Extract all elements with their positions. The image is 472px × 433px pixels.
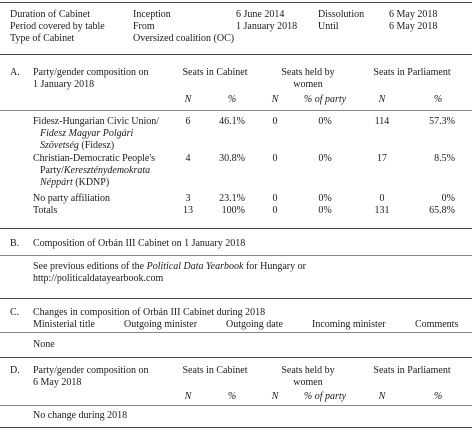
sub-p-pct: % <box>433 94 443 105</box>
duration-label: Duration of Cabinet <box>10 9 90 20</box>
section-a-letter: A. <box>10 67 20 78</box>
section-d-header-rule <box>0 405 472 406</box>
section-b-title: Composition of Orbán III Cabinet on 1 Ja… <box>33 238 246 249</box>
row-totals-label: Totals <box>33 205 58 216</box>
row-fidesz-p-n: 114 <box>374 116 390 127</box>
sub-cab-pct: % <box>227 94 237 105</box>
row-kdnp-p-pct: 8.5% <box>434 153 455 164</box>
col-parliament-header: Seats in Parliament <box>373 67 451 78</box>
section-b-header-rule <box>0 255 472 256</box>
row-noparty-label: No party affiliation <box>33 193 111 204</box>
section-b-letter: B. <box>10 238 20 249</box>
col-comments: Comments <box>415 319 459 330</box>
col-incoming-minister: Incoming minister <box>312 319 386 330</box>
d-sub-w-pct-party: % of party <box>303 391 347 402</box>
section-d-title-1: Party/gender composition on <box>33 365 149 376</box>
row-fidesz-line1: Fidesz-Hungarian Civic Union/ <box>33 116 160 127</box>
col-outgoing-date: Outgoing date <box>226 319 283 330</box>
row-totals-w-pct: 0% <box>318 205 332 216</box>
section-c-rule <box>0 298 472 299</box>
col-outgoing-minister: Outgoing minister <box>124 319 198 330</box>
d-sub-cab-pct: % <box>227 391 237 402</box>
section-b-rule <box>0 228 472 229</box>
section-a-title-2: 1 January 2018 <box>33 79 95 90</box>
row-totals-w-n: 0 <box>272 205 278 216</box>
dissolution-date: 6 May 2018 <box>389 9 438 20</box>
row-noparty-cab-n: 3 <box>185 193 191 204</box>
row-kdnp-cab-n: 4 <box>185 153 191 164</box>
from-date: 1 January 2018 <box>236 21 298 32</box>
d-sub-p-n: N <box>378 391 386 402</box>
d-col-women-header-1: Seats held by <box>281 365 335 376</box>
col-ministerial-title: Ministerial title <box>33 319 95 330</box>
d-sub-w-n: N <box>271 391 279 402</box>
dissolution-label: Dissolution <box>318 9 365 20</box>
d-sub-p-pct: % <box>433 391 443 402</box>
row-totals-p-pct: 65.8% <box>429 205 455 216</box>
row-totals-cab-pct: 100% <box>221 205 245 216</box>
section-c-title: Changes in composition of Orbán III Cabi… <box>33 307 266 318</box>
d-col-parliament-header: Seats in Parliament <box>373 365 451 376</box>
col-women-header-1: Seats held by <box>281 67 335 78</box>
section-a-title-1: Party/gender composition on <box>33 67 149 78</box>
sub-w-n: N <box>271 94 279 105</box>
section-d-value: No change during 2018 <box>33 410 128 421</box>
type-label: Type of Cabinet <box>10 33 75 44</box>
period-label: Period covered by table <box>10 21 105 32</box>
row-noparty-w-pct: 0% <box>318 193 332 204</box>
section-a-rule <box>0 54 472 55</box>
sub-cab-n: N <box>184 94 192 105</box>
section-b-url: http://politicaldatayearbook.com <box>33 273 164 284</box>
row-fidesz-p-pct: 57.3% <box>429 116 455 127</box>
d-col-cabinet-header: Seats in Cabinet <box>182 365 248 376</box>
row-fidesz-w-pct: 0% <box>318 116 332 127</box>
inception-label: Inception <box>133 9 171 20</box>
section-c-letter: C. <box>10 307 20 318</box>
row-kdnp-w-pct: 0% <box>318 153 332 164</box>
section-d-title-2: 6 May 2018 <box>33 377 82 388</box>
row-fidesz-line3: Szövetség (Fidesz) <box>40 140 115 151</box>
col-cabinet-header: Seats in Cabinet <box>182 67 248 78</box>
from-label: From <box>133 21 155 32</box>
row-kdnp-p-n: 17 <box>377 153 387 164</box>
until-date: 6 May 2018 <box>389 21 438 32</box>
top-rule <box>0 2 472 3</box>
row-fidesz-cab-pct: 46.1% <box>219 116 245 127</box>
row-kdnp-w-n: 0 <box>272 153 278 164</box>
inception-date: 6 June 2014 <box>236 9 285 20</box>
row-noparty-w-n: 0 <box>272 193 278 204</box>
row-kdnp-line3: Néppárt (KDNP) <box>40 177 110 188</box>
section-b-text: See previous editions of the Political D… <box>33 261 306 272</box>
row-kdnp-line2: Party/Kereszténydemokrata <box>40 165 151 176</box>
sub-p-n: N <box>378 94 386 105</box>
section-d-letter: D. <box>10 365 20 376</box>
row-fidesz-line2: Fidesz Magyar Polgári <box>40 128 134 139</box>
row-totals-cab-n: 13 <box>183 205 193 216</box>
type-value: Oversized coalition (OC) <box>133 33 235 44</box>
row-kdnp-cab-pct: 30.8% <box>219 153 245 164</box>
d-col-women-header-2: women <box>293 377 323 388</box>
row-totals-p-n: 131 <box>374 205 390 216</box>
row-noparty-cab-pct: 23.1% <box>219 193 245 204</box>
row-fidesz-cab-n: 6 <box>185 116 191 127</box>
until-label: Until <box>318 21 339 32</box>
section-a-header-rule <box>0 110 472 111</box>
section-c-header-rule <box>0 332 472 333</box>
bottom-rule <box>0 427 472 428</box>
d-sub-cab-n: N <box>184 391 192 402</box>
row-noparty-p-pct: 0% <box>441 193 455 204</box>
row-fidesz-w-n: 0 <box>272 116 278 127</box>
sub-w-pct-party: % of party <box>303 94 347 105</box>
section-d-rule <box>0 357 472 358</box>
section-c-value: None <box>33 339 55 350</box>
row-noparty-p-n: 0 <box>379 193 385 204</box>
col-women-header-2: women <box>293 79 323 90</box>
row-kdnp-line1: Christian-Democratic People's <box>33 153 156 164</box>
